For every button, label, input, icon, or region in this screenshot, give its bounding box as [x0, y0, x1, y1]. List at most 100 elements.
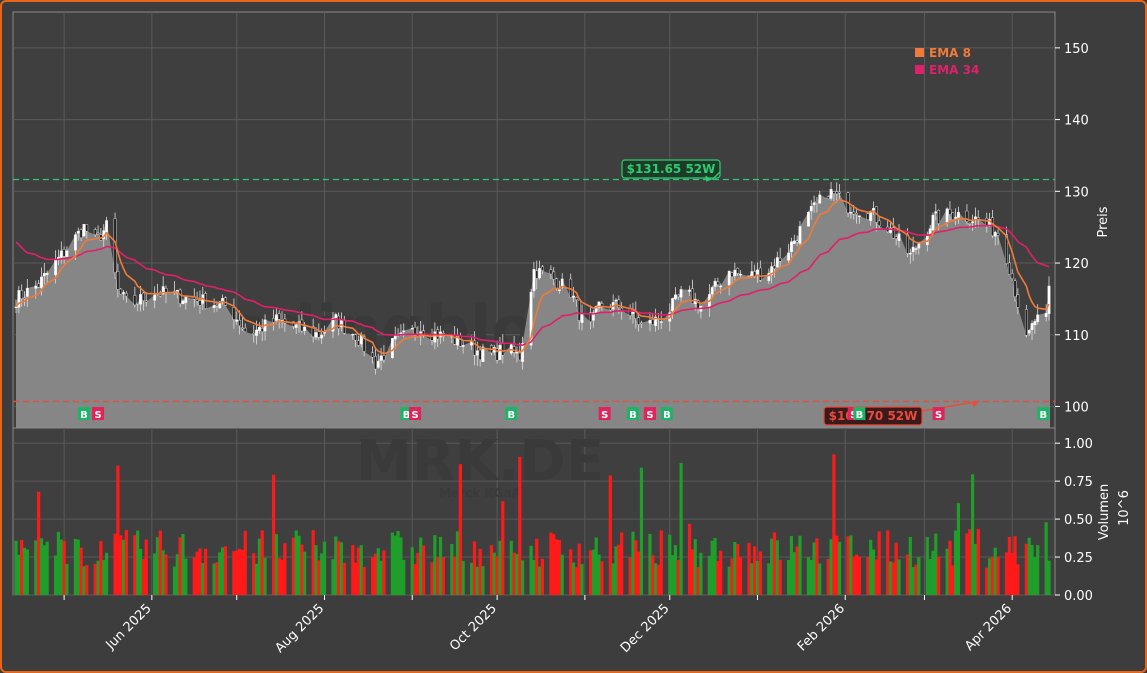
volume-bar: [354, 562, 358, 595]
candle-body: [654, 316, 658, 326]
volume-bar: [806, 557, 811, 595]
candle-body: [1010, 273, 1014, 279]
volume-bar: [421, 545, 426, 595]
volume-bar: [968, 529, 972, 595]
volume-bar: [158, 530, 162, 595]
volume-bar: [520, 560, 525, 595]
candle-body: [739, 273, 742, 276]
volume-bar: [274, 534, 278, 595]
volume-bar: [291, 537, 295, 595]
candle-body: [255, 329, 258, 336]
volume-bar: [854, 554, 859, 595]
volume-tick-label: 0.00: [1064, 589, 1093, 604]
volume-bar: [475, 566, 479, 595]
candle-body: [153, 294, 157, 301]
candle-body: [937, 209, 941, 224]
volume-bar: [45, 541, 49, 595]
candle-body: [889, 227, 892, 233]
volume-bar: [370, 557, 375, 595]
volume-bar: [17, 554, 21, 595]
candle-body: [362, 336, 366, 352]
volume-exponent-label: 10^6: [1117, 490, 1132, 526]
volume-bar: [668, 534, 672, 595]
volume-bar: [509, 540, 513, 595]
volume-bar: [470, 562, 474, 595]
legend-label-ema8: EMA 8: [929, 46, 971, 60]
volume-bar: [257, 538, 261, 595]
candle-body: [538, 268, 541, 279]
volume-bar: [314, 545, 318, 595]
volume-bar: [42, 545, 46, 595]
volume-tick-label: 0.75: [1064, 475, 1093, 490]
volume-bar: [670, 555, 675, 595]
buy-signal: [1037, 407, 1050, 420]
volume-bar: [812, 542, 816, 595]
volume-bar: [393, 535, 397, 595]
candle-body: [614, 299, 618, 302]
volume-bar: [260, 530, 264, 595]
volume-bar: [866, 556, 870, 595]
candle-body: [637, 317, 641, 325]
volume-bar: [254, 563, 259, 595]
volume-bar: [121, 539, 126, 595]
candle-body: [1036, 314, 1040, 322]
candle-body: [25, 287, 29, 297]
candle-body: [1033, 321, 1037, 326]
time-tick-label: Dec 2025: [618, 601, 673, 656]
volume-bar: [14, 540, 18, 595]
candle-body: [119, 288, 123, 295]
volume-bar: [198, 548, 202, 595]
price-tick-label: 150: [1064, 42, 1089, 57]
volume-bar: [877, 531, 881, 595]
volume-bar: [138, 548, 143, 595]
candle-body: [758, 267, 762, 281]
candle-body: [433, 331, 437, 343]
candle-body: [549, 269, 553, 275]
volume-bar: [399, 537, 403, 595]
signal-label: S: [935, 410, 942, 421]
candle-body: [640, 322, 643, 325]
volume-bar: [699, 552, 703, 595]
volume-bar: [283, 543, 287, 595]
volume-bar: [970, 474, 975, 595]
candle-body: [198, 300, 202, 306]
signal-label: B: [663, 410, 671, 421]
volume-bar: [280, 559, 284, 595]
volume-bar: [917, 557, 921, 595]
candle-body: [136, 302, 140, 305]
volume-bar: [659, 530, 663, 595]
candle-body: [577, 299, 581, 321]
volume-bar: [237, 548, 242, 595]
candle-body: [20, 290, 24, 299]
volume-bar: [580, 564, 584, 595]
volume-bar: [676, 559, 680, 595]
signal-label: B: [507, 410, 515, 421]
candle-body: [914, 248, 918, 250]
candle-body: [76, 231, 80, 234]
candle-body: [391, 338, 394, 359]
buy-signal: [626, 407, 639, 420]
volume-bar: [772, 532, 777, 595]
volume-bar: [1030, 544, 1034, 595]
candle-body: [792, 240, 796, 244]
candle-body: [74, 234, 77, 251]
volume-bar: [492, 552, 496, 595]
candle-body: [795, 240, 799, 243]
volume-bar: [755, 560, 760, 595]
candle-body: [560, 278, 564, 288]
volume-bar: [656, 564, 661, 595]
candle-body: [727, 270, 731, 286]
volume-bar: [478, 548, 482, 595]
candle-body: [951, 212, 955, 220]
candle-body: [996, 233, 1000, 236]
volume-bar: [908, 536, 912, 595]
volume-bar: [597, 554, 601, 595]
volume-bar: [849, 535, 853, 595]
volume-bar: [634, 540, 638, 595]
candle-body: [260, 328, 264, 332]
candle-body: [521, 343, 524, 362]
candle-body: [911, 246, 915, 252]
volume-bar: [339, 542, 344, 595]
volume-bar: [809, 559, 813, 595]
volume-bar: [359, 545, 363, 595]
